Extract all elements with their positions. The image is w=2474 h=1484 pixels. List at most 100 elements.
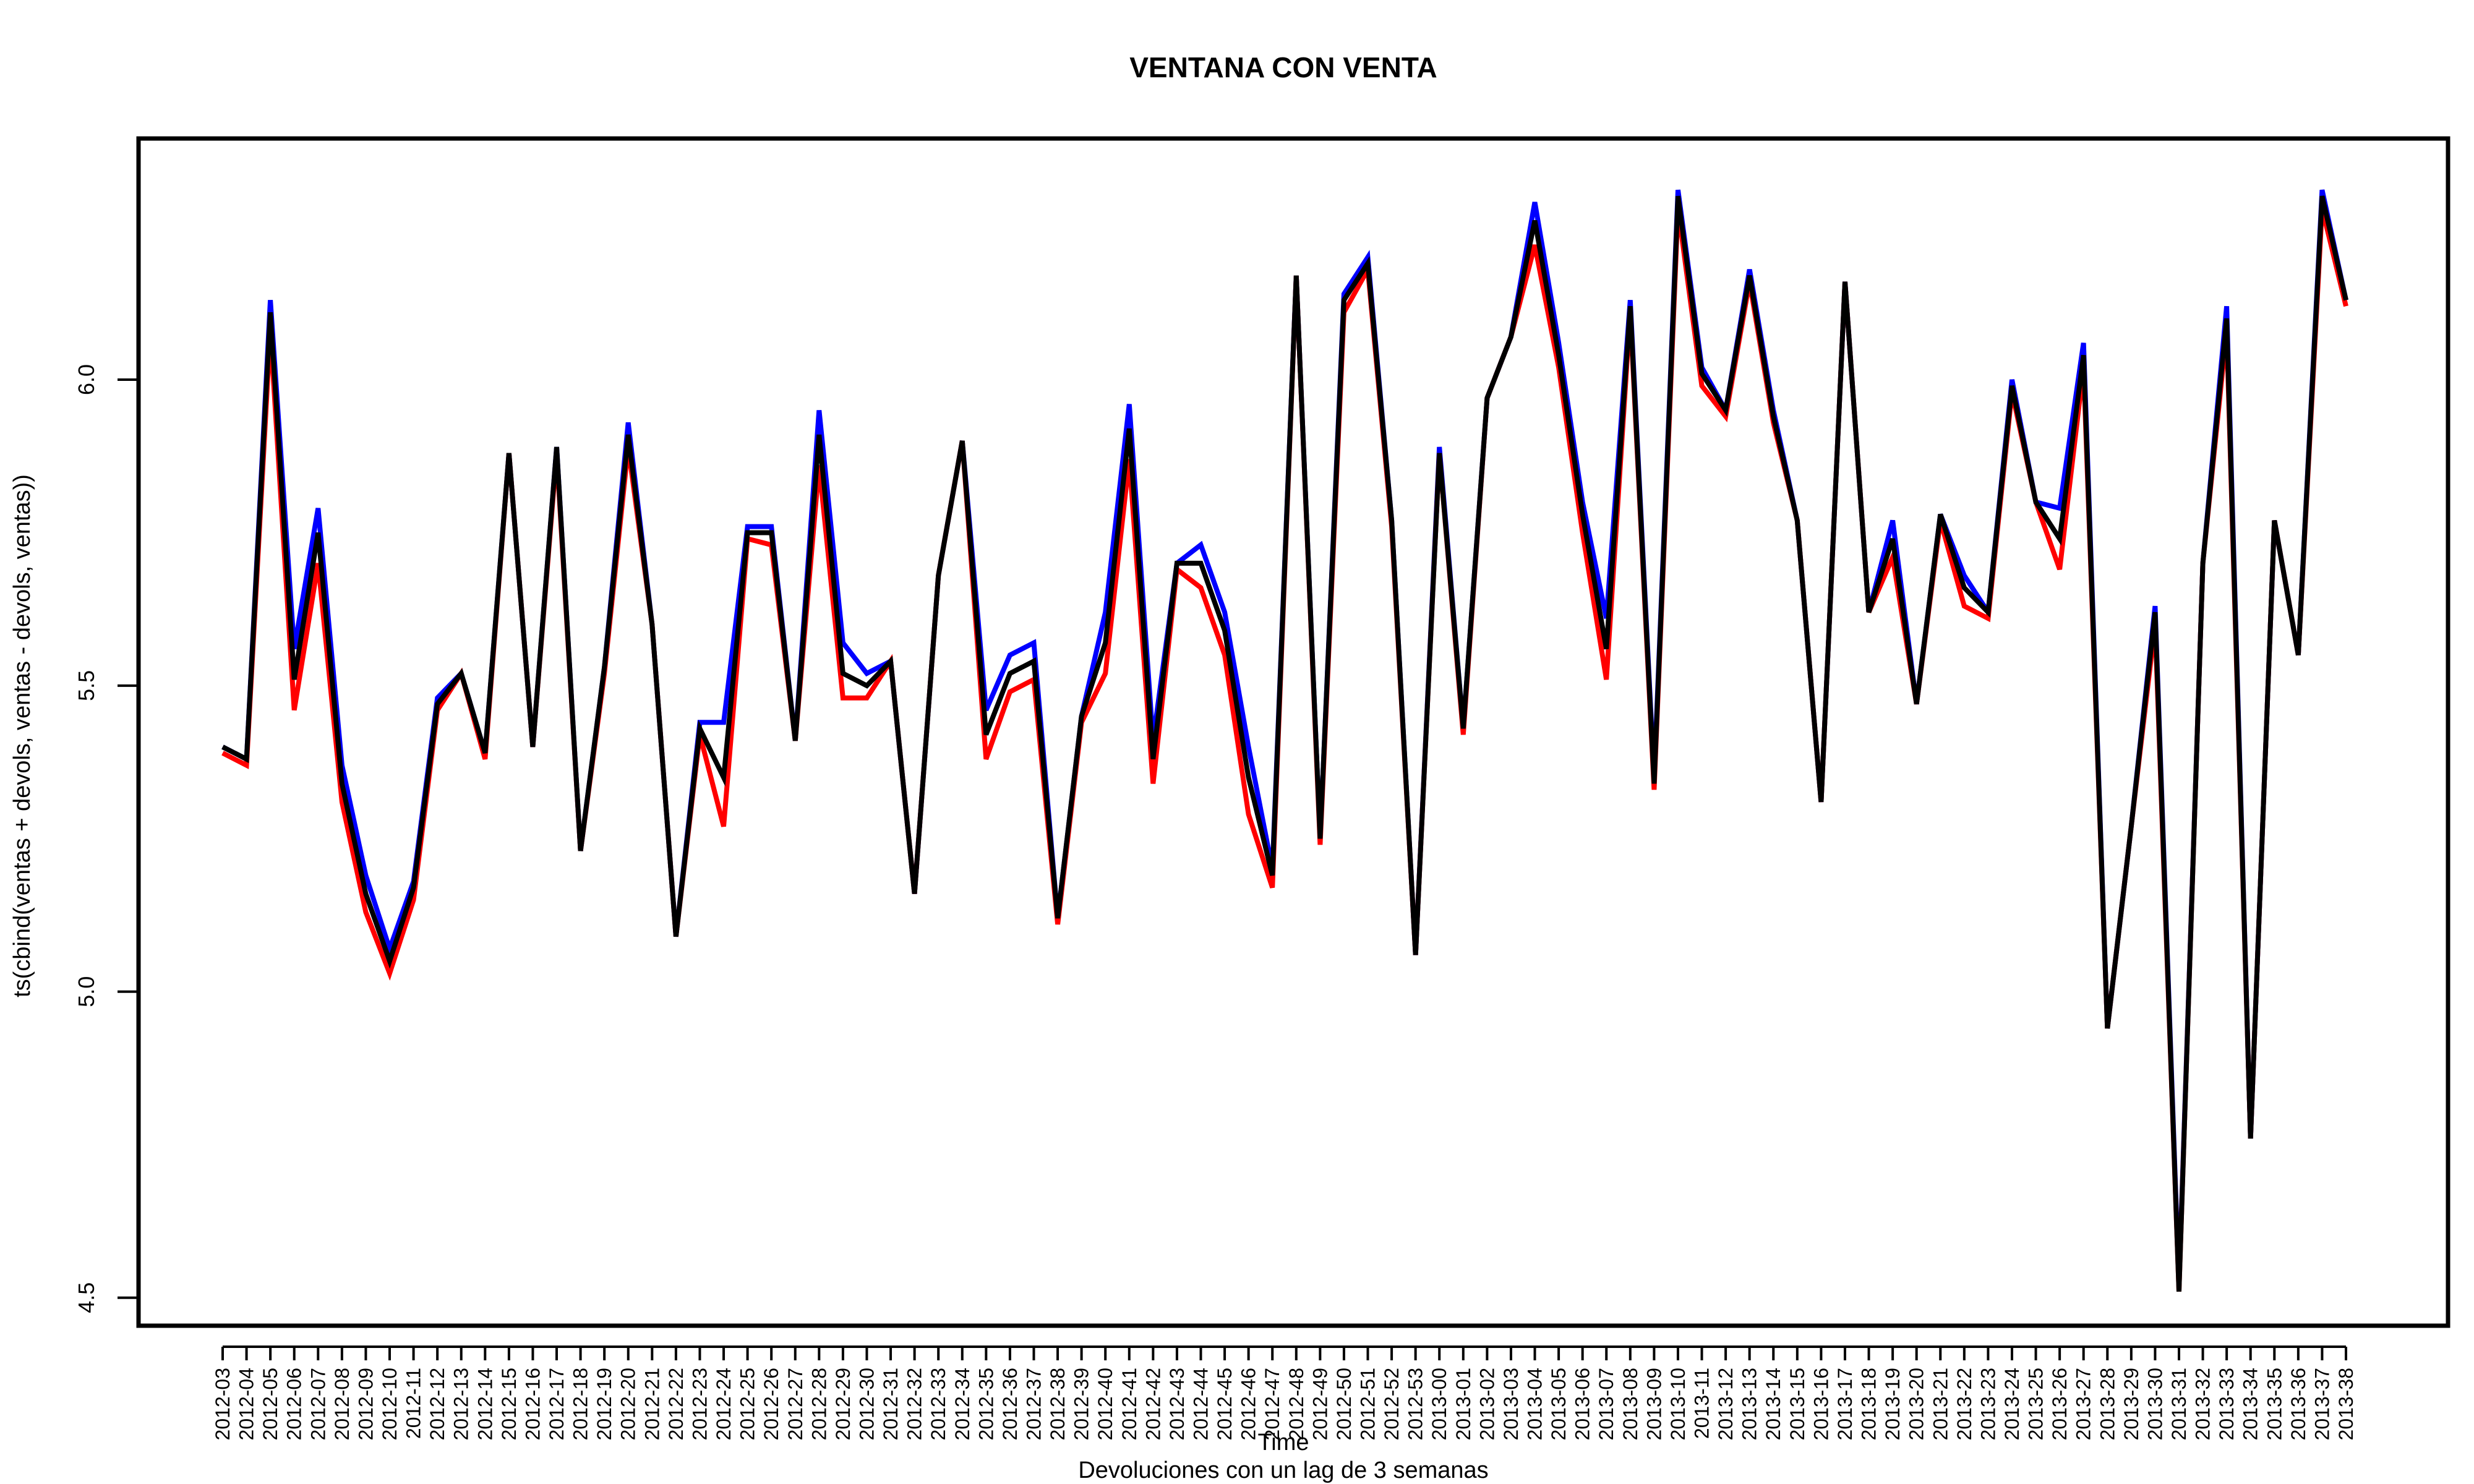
y-tick-label: 4.5 <box>74 1282 99 1313</box>
x-tick-label: 2012-12 <box>426 1368 448 1440</box>
x-tick-label: 2013-00 <box>1428 1368 1450 1440</box>
chart-subtitle: Devoluciones con un lag de 3 semanas <box>1078 1457 1488 1483</box>
x-tick-label: 2012-07 <box>307 1368 329 1440</box>
y-tick-label: 6.0 <box>74 364 99 395</box>
x-tick-label: 2013-36 <box>2287 1368 2309 1440</box>
x-tick-label: 2012-20 <box>617 1368 640 1440</box>
series-line-1 <box>221 189 2348 1286</box>
x-tick-label: 2013-22 <box>1953 1368 1975 1440</box>
x-axis-label: Time <box>1257 1430 1309 1456</box>
x-tick-label: 2012-04 <box>236 1368 258 1440</box>
x-tick-label: 2012-28 <box>808 1368 830 1440</box>
x-tick-label: 2013-33 <box>2215 1368 2238 1440</box>
x-tick-label: 2012-06 <box>283 1368 306 1440</box>
x-tick-label: 2013-03 <box>1500 1368 1522 1440</box>
x-tick-label: 2013-37 <box>2311 1368 2333 1440</box>
x-tick-label: 2012-30 <box>855 1368 878 1440</box>
x-tick-label: 2013-11 <box>1691 1368 1713 1439</box>
x-tick-label: 2013-02 <box>1476 1368 1498 1440</box>
x-tick-label: 2013-14 <box>1762 1368 1784 1440</box>
y-tick-label: 5.0 <box>74 976 99 1007</box>
x-tick-label: 2013-32 <box>2192 1368 2214 1440</box>
x-tick-label: 2012-18 <box>570 1368 592 1440</box>
x-tick-label: 2013-25 <box>2025 1368 2047 1440</box>
x-tick-label: 2013-27 <box>2073 1368 2095 1440</box>
x-tick-label: 2012-40 <box>1094 1368 1116 1440</box>
x-tick-label: 2013-30 <box>2144 1368 2166 1440</box>
x-tick-label: 2012-51 <box>1357 1368 1379 1440</box>
x-tick-label: 2012-33 <box>927 1368 949 1440</box>
x-tick-label: 2013-06 <box>1572 1368 1594 1440</box>
x-tick-label: 2012-52 <box>1380 1368 1403 1440</box>
x-tick-label: 2012-08 <box>331 1368 353 1440</box>
x-tick-label: 2012-46 <box>1238 1368 1260 1440</box>
y-axis: 4.5 5.0 5.5 6.0 <box>74 364 140 1313</box>
x-tick-label: 2013-23 <box>1977 1368 1999 1440</box>
x-tick-label: 2012-39 <box>1071 1368 1093 1440</box>
x-tick-label: 2013-28 <box>2096 1368 2118 1440</box>
x-tick-label: 2012-09 <box>354 1368 377 1440</box>
x-tick-label: 2012-36 <box>999 1368 1021 1440</box>
x-tick-label: 2012-49 <box>1309 1368 1331 1440</box>
x-tick-label: 2012-21 <box>641 1368 663 1440</box>
x-tick-label: 2012-44 <box>1189 1368 1212 1440</box>
x-tick-label: 2013-26 <box>2048 1368 2071 1440</box>
x-axis: 2012-03 2012-04 2012-05 2012-06 2012-07 2012-… <box>212 1345 2357 1440</box>
x-tick-label: 2012-14 <box>474 1368 496 1440</box>
x-tick-label: 2013-01 <box>1452 1368 1475 1440</box>
x-tick-label: 2012-15 <box>498 1368 520 1440</box>
x-tick-label: 2012-35 <box>975 1368 997 1440</box>
chart-title: VENTANA CON VENTA <box>1129 51 1437 83</box>
x-tick-label: 2012-42 <box>1142 1368 1164 1440</box>
y-tick-label: 5.5 <box>74 670 99 701</box>
x-tick-label: 2013-08 <box>1619 1368 1641 1440</box>
x-tick-label: 2012-31 <box>880 1368 902 1440</box>
y-axis-label: ts(cbind(ventas + devols, ventas - devol… <box>9 474 35 997</box>
x-tick-label: 2013-38 <box>2335 1368 2357 1440</box>
x-tick-label: 2012-45 <box>1213 1368 1236 1440</box>
x-tick-label: 2013-15 <box>1786 1368 1808 1440</box>
x-tick-label: 2012-25 <box>737 1368 759 1440</box>
x-tick-label: 2012-23 <box>688 1368 711 1440</box>
x-tick-label: 2013-12 <box>1714 1368 1737 1440</box>
x-tick-label: 2013-20 <box>1906 1368 1928 1440</box>
x-tick-label: 2012-03 <box>212 1368 234 1440</box>
x-tick-label: 2012-34 <box>951 1368 974 1440</box>
x-tick-label: 2012-10 <box>379 1368 401 1440</box>
x-tick-label: 2013-13 <box>1739 1368 1761 1440</box>
x-tick-label: 2012-05 <box>259 1368 281 1440</box>
x-tick-label: 2013-10 <box>1667 1368 1689 1440</box>
series-layer <box>221 189 2348 1292</box>
x-tick-label: 2012-29 <box>832 1368 854 1440</box>
x-tick-label: 2013-07 <box>1595 1368 1617 1440</box>
x-tick-label: 2013-09 <box>1643 1368 1665 1440</box>
x-tick-label: 2012-43 <box>1166 1368 1188 1440</box>
x-tick-label: 2013-05 <box>1547 1368 1570 1440</box>
x-tick-label: 2012-17 <box>546 1368 568 1440</box>
x-tick-label: 2013-35 <box>2263 1368 2285 1440</box>
x-tick-label: 2012-11 <box>403 1368 425 1439</box>
x-tick-label: 2013-18 <box>1858 1368 1880 1440</box>
x-tick-label: 2012-37 <box>1022 1368 1045 1440</box>
x-tick-label: 2012-22 <box>665 1368 687 1440</box>
x-tick-label: 2012-24 <box>713 1368 735 1440</box>
x-tick-label: 2013-16 <box>1810 1368 1832 1440</box>
x-tick-label: 2013-19 <box>1881 1368 1904 1440</box>
x-tick-label: 2012-16 <box>521 1368 544 1440</box>
x-tick-label: 2012-38 <box>1047 1368 1069 1440</box>
x-tick-label: 2012-27 <box>784 1368 807 1440</box>
x-tick-label: 2012-19 <box>593 1368 615 1440</box>
x-tick-label: 2013-34 <box>2240 1368 2262 1440</box>
x-tick-label: 2012-13 <box>450 1368 473 1440</box>
x-tick-label: 2012-53 <box>1405 1368 1427 1440</box>
x-tick-label: 2012-48 <box>1285 1368 1308 1440</box>
x-tick-label: 2013-17 <box>1834 1368 1856 1440</box>
x-tick-label: 2013-04 <box>1524 1368 1546 1440</box>
x-tick-label: 2013-24 <box>2001 1368 2023 1440</box>
series-line-3 <box>221 195 2348 1292</box>
x-tick-label: 2012-47 <box>1261 1368 1283 1440</box>
x-tick-label: 2013-21 <box>1929 1368 1951 1440</box>
x-tick-label: 2013-29 <box>2120 1368 2142 1440</box>
x-tick-label: 2012-41 <box>1118 1368 1141 1440</box>
